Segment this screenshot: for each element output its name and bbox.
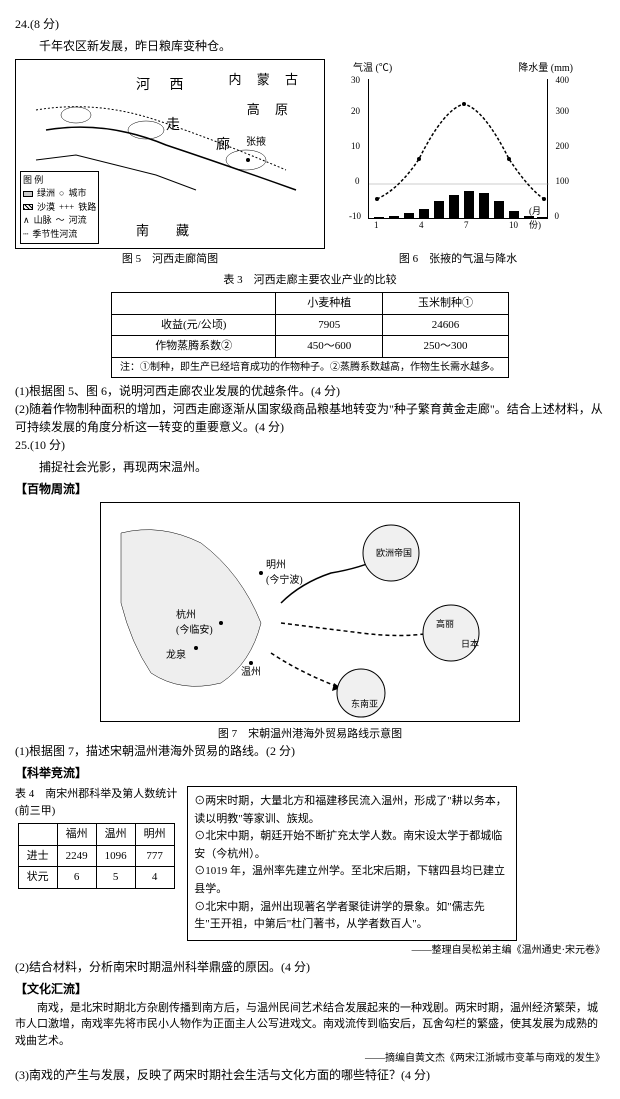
- t4h3: 明州: [135, 824, 174, 846]
- side-src: ——整理自吴松弟主编《温州通史·宋元卷》: [15, 943, 605, 958]
- leg-5: 河流: [69, 214, 87, 228]
- yr0: 0: [555, 210, 560, 224]
- q25-s2: 【科举竞流】: [15, 764, 605, 782]
- t4-wrap: 表 4 南宋州郡科举及第人数统计 (前三甲) 福州温州明州 进士22491096…: [15, 786, 177, 893]
- t4h1: 福州: [57, 824, 96, 846]
- yr1: 100: [556, 175, 570, 189]
- m2-eur: 欧洲帝国: [376, 547, 412, 561]
- map-wrap: 河 西 内 蒙 古 走 廊 张掖 高 原 南 藏 图 例 绿洲 ○城市 沙漠 +…: [15, 59, 325, 268]
- chart-area: -10 0 10 20 30 0 100 200 300 400 1 4 7 1…: [368, 79, 548, 219]
- map2-caption: 图 7 宋朝温州港海外贸易路线示意图: [15, 726, 605, 743]
- q24-number: 24.(8 分): [15, 15, 605, 33]
- q25-sub2: (2)结合材料，分析南宋时期温州科举鼎盛的原因。(4 分): [15, 958, 605, 976]
- map-caption: 图 5 河西走廊简图: [15, 251, 325, 268]
- t3r1c2: 250～300: [383, 336, 509, 358]
- t3h2: 玉米制种①: [383, 293, 509, 315]
- t4-title: 表 4 南宋州郡科举及第人数统计 (前三甲): [15, 786, 177, 819]
- sb0: ⊙两宋时期，大量北方和福建移民流入温州，形成了"耕以务本，读以明教"等家训、族规…: [194, 793, 510, 828]
- map-legend: 图 例 绿洲 ○城市 沙漠 +++铁路 ∧山脉 ～河流 ┄季节性河流: [20, 171, 99, 245]
- m2-wen: 温州: [241, 665, 261, 680]
- chart-wrap: 气温 (℃) 降水量 (mm) -10 0 10 20 30 0 100 200…: [333, 59, 583, 268]
- m2-long: 龙泉: [166, 648, 186, 663]
- q24-intro: 千年农区新发展，昨日粮库变种仓。: [15, 37, 605, 55]
- yl0: -10: [349, 210, 361, 224]
- t4r0c1: 2249: [57, 845, 96, 867]
- x2: 7: [464, 219, 469, 233]
- hexi-map: 河 西 内 蒙 古 走 廊 张掖 高 原 南 藏 图 例 绿洲 ○城市 沙漠 +…: [15, 59, 325, 249]
- temp-curve: [369, 79, 549, 219]
- leg-6: 季节性河流: [32, 228, 77, 242]
- t4r1c3: 4: [135, 867, 174, 889]
- t4r1c0: 状元: [18, 867, 57, 889]
- t4r0c0: 进士: [18, 845, 57, 867]
- table3: 小麦种植玉米制种① 收益(元/公顷)790524606 作物蒸腾系数②450～6…: [111, 292, 509, 378]
- chart-caption: 图 6 张掖的气温与降水: [333, 251, 583, 268]
- leg-1: 城市: [68, 187, 86, 201]
- sb2: ⊙1019 年，温州率先建立州学。至北宋后期，下辖四县均已建立县学。: [194, 863, 510, 898]
- t3-title: 表 3 河西走廊主要农业产业的比较: [15, 272, 605, 289]
- yr3: 300: [556, 105, 570, 119]
- t3r1c0: 作物蒸腾系数②: [112, 336, 276, 358]
- yl4: 30: [351, 74, 360, 88]
- t4r1c1: 6: [57, 867, 96, 889]
- x0: 1: [374, 219, 379, 233]
- t3r0c0: 收益(元/公顷): [112, 314, 276, 336]
- m2-gor: 高丽: [436, 618, 454, 632]
- q24-sub1: (1)根据图 5、图 6，说明河西走廊农业发展的优越条件。(4 分): [15, 382, 605, 400]
- m2-ming: 明州 (今宁波): [266, 558, 303, 588]
- trade-sketch: [101, 503, 521, 723]
- t4h2: 温州: [96, 824, 135, 846]
- q25-intro: 捕捉社会光影，再现两宋温州。: [15, 458, 605, 476]
- yr4: 400: [556, 74, 570, 88]
- q25-number: 25.(10 分): [15, 436, 605, 454]
- q24-sub2: (2)随着作物制种面积的增加，河西走廊逐渐从国家级商品粮基地转变为"种子繁育黄金…: [15, 400, 605, 436]
- sb3: ⊙北宋中期，温州出现著名学者聚徒讲学的景象。如"儒志先生"王开祖，中第后"杜门著…: [194, 899, 510, 934]
- t3-note: 注：①制种，即生产已经培育成功的作物种子。②蒸腾系数越高，作物生长需水越多。: [112, 357, 509, 377]
- leg-4: 山脉: [34, 214, 52, 228]
- leg-2: 沙漠: [37, 201, 55, 215]
- leg-3: 铁路: [78, 201, 96, 215]
- m2-hang: 杭州 (今临安): [176, 608, 213, 638]
- fig-row-1: 河 西 内 蒙 古 走 廊 张掖 高 原 南 藏 图 例 绿洲 ○城市 沙漠 +…: [15, 59, 605, 268]
- t3h1: 小麦种植: [276, 293, 383, 315]
- t4h0: [18, 824, 57, 846]
- yr2: 200: [556, 140, 570, 154]
- t4r0c3: 777: [135, 845, 174, 867]
- table4: 福州温州明州 进士22491096777 状元654: [18, 823, 175, 889]
- t3r0c1: 7905: [276, 314, 383, 336]
- m2-sea: 东南亚: [351, 698, 378, 712]
- t3r0c2: 24606: [383, 314, 509, 336]
- sb1: ⊙北宋中期，朝廷开始不断扩充太学人数。南宋设太学于都城临安（今杭州）。: [194, 828, 510, 863]
- t3r1c1: 450～600: [276, 336, 383, 358]
- t4r1c2: 5: [96, 867, 135, 889]
- m2-jp: 日本: [461, 638, 479, 652]
- para-src: ——摘编自黄文杰《两宋江浙城市变革与南戏的发生》: [15, 1051, 605, 1066]
- q25-s3: 【文化汇流】: [15, 980, 605, 998]
- leg-0: 绿洲: [37, 187, 55, 201]
- t4r0c2: 1096: [96, 845, 135, 867]
- yl2: 10: [351, 140, 360, 154]
- yl3: 20: [351, 105, 360, 119]
- q25-sub3: (3)南戏的产生与发展，反映了两宋时期社会生活与文化方面的哪些特征？(4 分): [15, 1066, 605, 1084]
- t3h0: [112, 293, 276, 315]
- q25-s1: 【百物周流】: [15, 480, 605, 498]
- q25-para: 南戏，是北宋时期北方杂剧传播到南方后，与温州民间艺术结合发展起来的一种戏剧。两宋…: [15, 1000, 605, 1050]
- yl1: 0: [355, 175, 360, 189]
- x3: 10: [509, 219, 518, 233]
- climate-chart: 气温 (℃) 降水量 (mm) -10 0 10 20 30 0 100 200…: [333, 59, 583, 249]
- legend-title: 图 例: [23, 174, 96, 188]
- t4-row: 表 4 南宋州郡科举及第人数统计 (前三甲) 福州温州明州 进士22491096…: [15, 786, 605, 941]
- trade-map: 明州 (今宁波) 杭州 (今临安) 温州 龙泉 欧洲帝国 日本 高丽 东南亚: [100, 502, 520, 722]
- side-box: ⊙两宋时期，大量北方和福建移民流入温州，形成了"耕以务本，读以明教"等家训、族规…: [187, 786, 517, 941]
- x1: 4: [419, 219, 424, 233]
- q25-sub1: (1)根据图 7，描述宋朝温州港海外贸易的路线。(2 分): [15, 742, 605, 760]
